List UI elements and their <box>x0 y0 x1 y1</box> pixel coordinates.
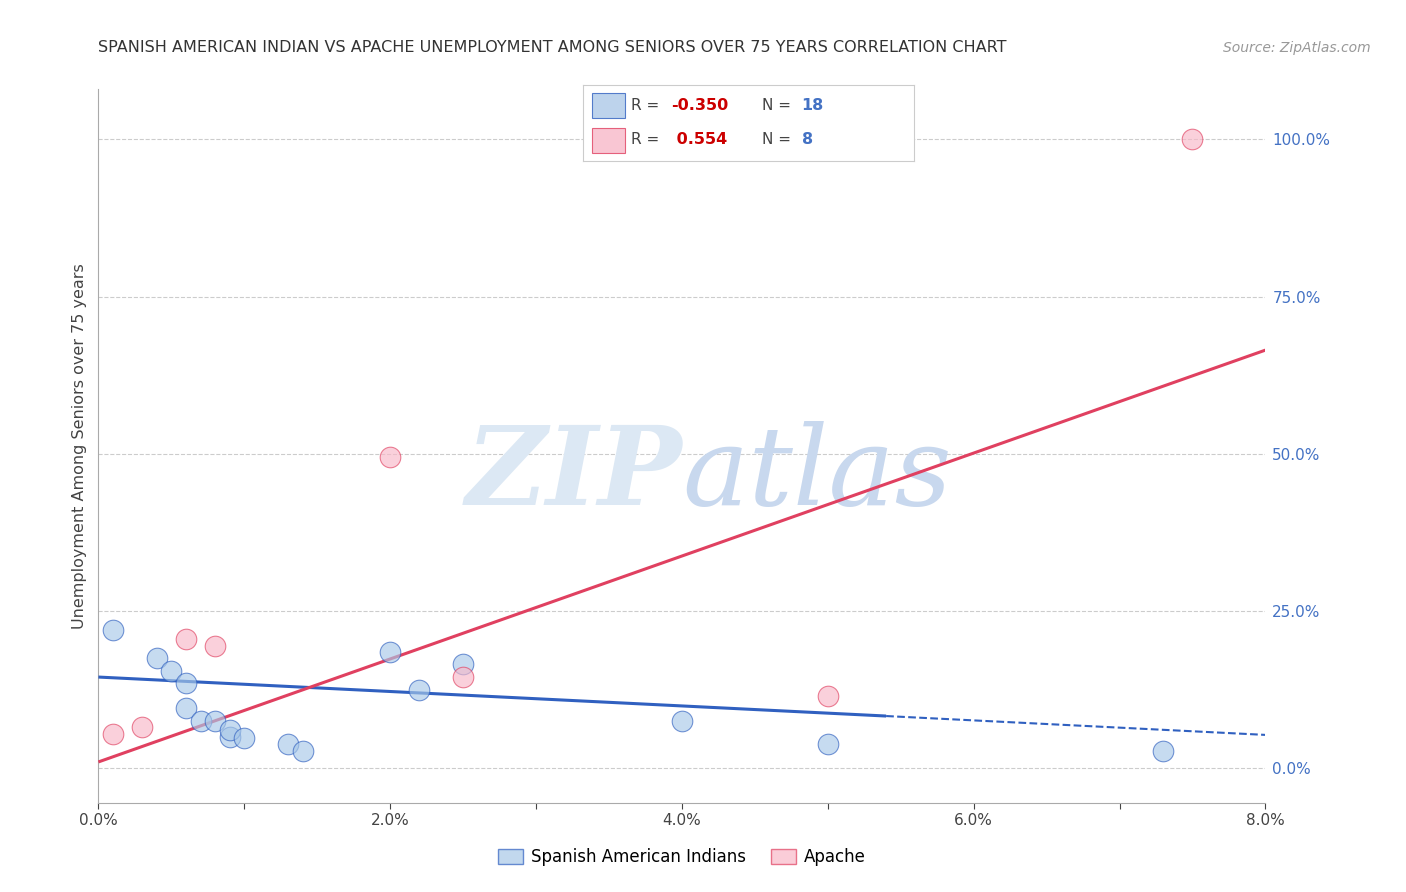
Text: SPANISH AMERICAN INDIAN VS APACHE UNEMPLOYMENT AMONG SENIORS OVER 75 YEARS CORRE: SPANISH AMERICAN INDIAN VS APACHE UNEMPL… <box>98 40 1007 55</box>
Point <box>101 623 124 637</box>
Point <box>408 682 430 697</box>
Point <box>451 670 474 684</box>
Text: 18: 18 <box>801 98 824 113</box>
Point <box>671 714 693 728</box>
Y-axis label: Unemployment Among Seniors over 75 years: Unemployment Among Seniors over 75 years <box>72 263 87 629</box>
FancyBboxPatch shape <box>592 93 624 118</box>
Point <box>817 689 839 703</box>
Text: -0.350: -0.350 <box>671 98 728 113</box>
Point <box>291 743 314 757</box>
Point <box>174 632 197 647</box>
Point <box>131 720 153 734</box>
Text: R =: R = <box>631 132 665 147</box>
Text: N =: N = <box>762 132 796 147</box>
Point <box>378 450 402 464</box>
Point <box>174 701 197 715</box>
Point <box>378 645 402 659</box>
Point <box>451 657 474 672</box>
Text: Source: ZipAtlas.com: Source: ZipAtlas.com <box>1223 41 1371 55</box>
Point <box>233 731 256 745</box>
Text: N =: N = <box>762 98 796 113</box>
Point <box>218 730 240 744</box>
Point <box>817 737 839 751</box>
Text: 8: 8 <box>801 132 813 147</box>
Text: atlas: atlas <box>682 421 952 528</box>
Point <box>101 726 124 740</box>
Point <box>277 737 299 751</box>
Point <box>1181 132 1204 146</box>
Legend: Spanish American Indians, Apache: Spanish American Indians, Apache <box>491 842 873 873</box>
Point <box>190 714 212 728</box>
Text: 0.554: 0.554 <box>671 132 727 147</box>
Point <box>218 723 240 738</box>
Point <box>1152 743 1174 757</box>
Point <box>160 664 183 678</box>
Point <box>204 639 226 653</box>
Text: R =: R = <box>631 98 665 113</box>
FancyBboxPatch shape <box>592 128 624 153</box>
Point <box>174 676 197 690</box>
Point <box>204 714 226 728</box>
Text: ZIP: ZIP <box>465 421 682 528</box>
Point <box>146 651 169 665</box>
